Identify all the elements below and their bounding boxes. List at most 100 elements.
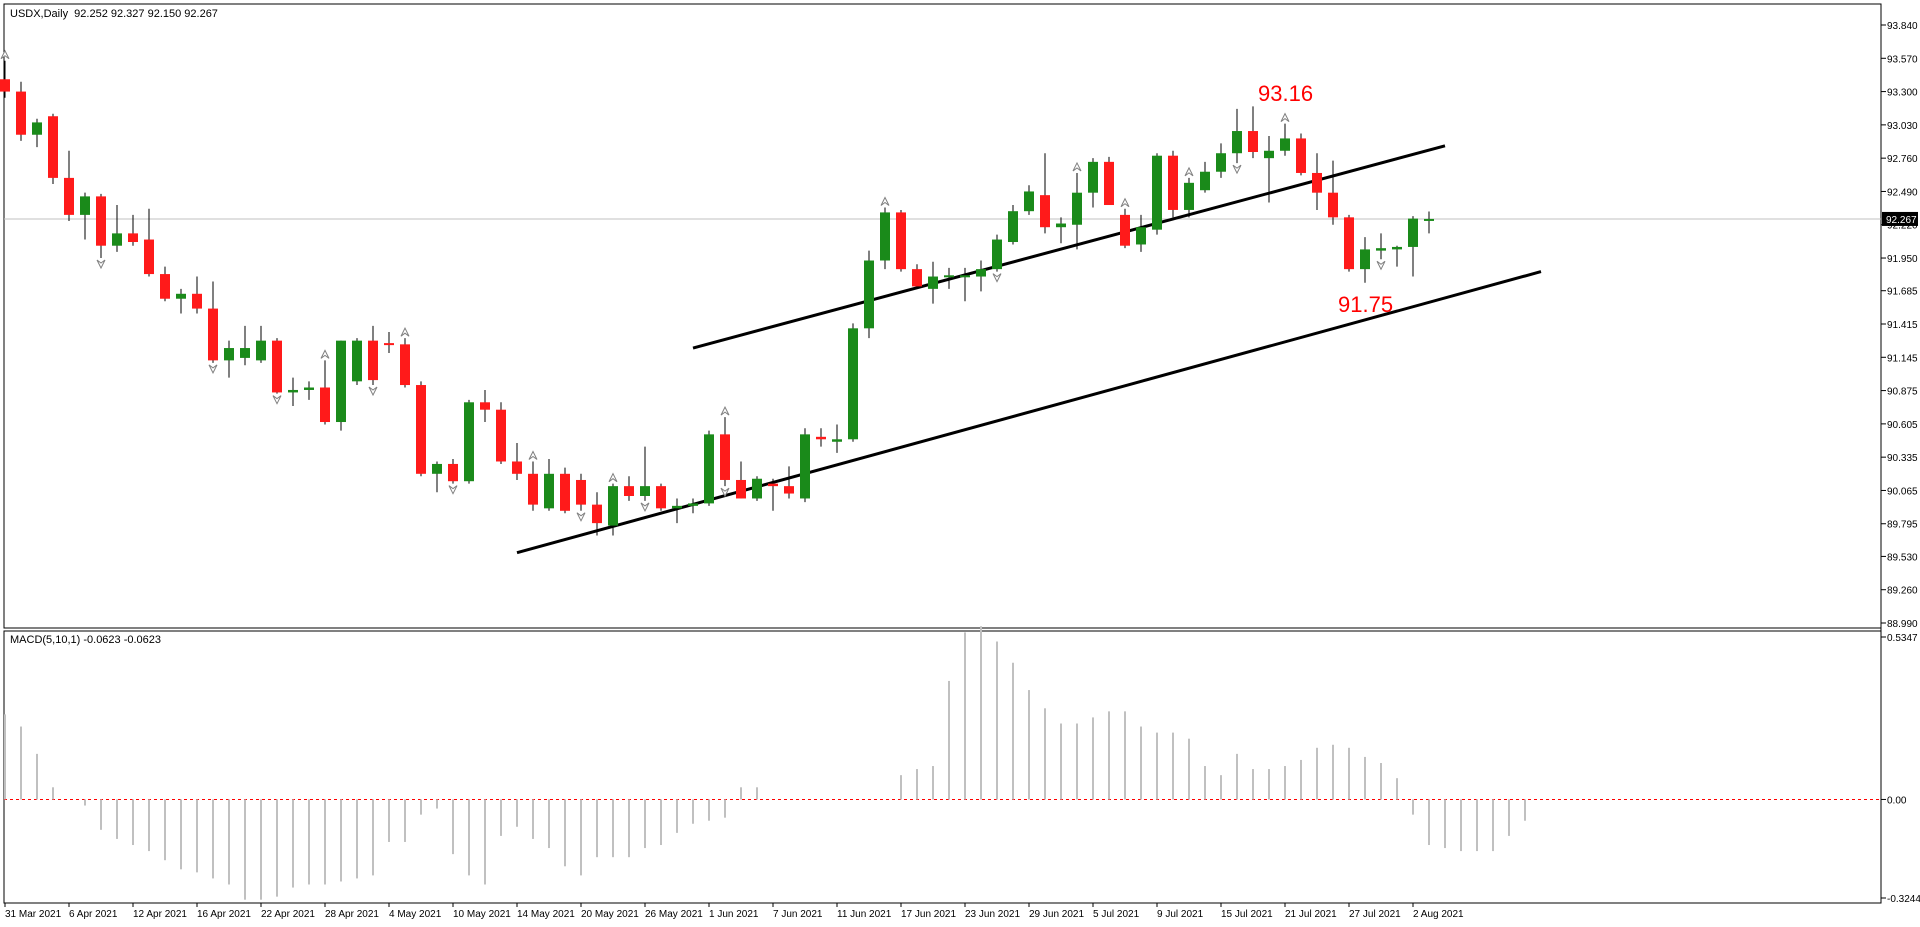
- bull-candle-body: [464, 402, 474, 482]
- macd-tick-label: 0.5347: [1887, 633, 1918, 644]
- bear-candle-body: [1168, 155, 1178, 210]
- bear-candle-body: [816, 436, 826, 440]
- candle: [0, 60, 10, 98]
- bear-candle-body: [144, 239, 154, 275]
- time-tick-label: 16 Apr 2021: [197, 909, 251, 920]
- price-tick-label: 93.300: [1887, 88, 1918, 99]
- bull-candle-body: [1360, 249, 1370, 270]
- candle: [816, 428, 826, 447]
- bear-candle-body: [128, 233, 138, 243]
- candle: [768, 478, 778, 511]
- candle: [1072, 172, 1082, 250]
- bull-candle-body: [1200, 171, 1210, 191]
- bear-candle-body: [528, 473, 538, 505]
- fractal-up-marker: [0, 49, 10, 60]
- bear-candle-body: [1296, 138, 1306, 173]
- candle: [368, 325, 378, 386]
- macd-axis: 0.5347 0.00 -0.3244: [1881, 633, 1920, 905]
- bull-candle-body: [944, 275, 954, 278]
- time-tick-label: 1 Jun 2021: [709, 909, 759, 920]
- fractals: [0, 49, 1386, 522]
- candle: [672, 498, 682, 524]
- main-panel-header: USDX,Daily 92.252 92.327 92.150 92.267: [10, 8, 218, 20]
- time-tick-label: 17 Jun 2021: [901, 909, 956, 920]
- price-tick-label: 92.490: [1887, 187, 1918, 198]
- candle: [1168, 150, 1178, 218]
- candle: [1136, 214, 1146, 252]
- bull-candle-body: [704, 434, 714, 504]
- candle: [1088, 158, 1098, 208]
- candle: [272, 338, 282, 394]
- time-tick-label: 23 Jun 2021: [965, 909, 1020, 920]
- price-tick-label: 92.220: [1887, 221, 1918, 232]
- candle: [96, 193, 106, 259]
- fractal-up-marker: [720, 405, 730, 416]
- price-tick-label: 91.145: [1887, 353, 1918, 364]
- price-tick-label: 90.335: [1887, 453, 1918, 464]
- macd-panel-header: MACD(5,10,1) -0.0623 -0.0623: [10, 634, 161, 646]
- bear-candle-body: [400, 344, 410, 386]
- price-tick-label: 90.875: [1887, 387, 1918, 398]
- price-tick-label: 91.950: [1887, 254, 1918, 265]
- bull-candle-body: [752, 478, 762, 499]
- bear-candle-body: [512, 461, 522, 474]
- candle: [544, 459, 554, 511]
- time-tick-label: 12 Apr 2021: [133, 909, 187, 920]
- time-tick-label: 21 Jul 2021: [1285, 909, 1337, 920]
- candle: [240, 325, 250, 366]
- candle: [304, 381, 314, 400]
- candle: [1008, 205, 1018, 245]
- bear-candle-body: [384, 343, 394, 346]
- bear-candle-body: [320, 387, 330, 423]
- candle: [1216, 143, 1226, 178]
- price-axis: 93.840 93.570 93.300 93.030 92.760 92.490 92.2…: [1881, 21, 1918, 630]
- time-tick-label: 31 Mar 2021: [5, 909, 62, 920]
- time-tick-label: 11 Jun 2021: [837, 909, 892, 920]
- candle: [1296, 133, 1306, 176]
- macd-tick-label: -0.3244: [1887, 894, 1920, 905]
- bull-candle-body: [1408, 218, 1418, 247]
- candle: [192, 276, 202, 314]
- price-tick-label: 90.065: [1887, 486, 1918, 497]
- time-tick-label: 28 Apr 2021: [325, 909, 379, 920]
- main-panel-frame: [3, 3, 1882, 629]
- bear-candle-body: [1120, 214, 1130, 246]
- fractal-up-marker: [1072, 161, 1082, 172]
- candle: [288, 377, 298, 406]
- high-annotation: 93.16: [1258, 81, 1313, 106]
- candle: [1376, 233, 1386, 260]
- time-tick-label: 2 Aug 2021: [1413, 909, 1464, 920]
- candle: [976, 260, 986, 292]
- candle: [576, 473, 586, 511]
- bull-candle-body: [304, 387, 314, 390]
- bear-candle-body: [480, 402, 490, 410]
- bull-candle-body: [1280, 138, 1290, 151]
- fractal-down-marker: [1376, 260, 1386, 271]
- bull-candle-body: [688, 503, 698, 506]
- bear-candle-body: [448, 463, 458, 482]
- price-tick-label: 89.795: [1887, 520, 1918, 531]
- time-tick-label: 6 Apr 2021: [69, 909, 118, 920]
- fractal-up-marker: [1120, 197, 1130, 208]
- candle: [928, 261, 938, 304]
- candle: [992, 234, 1002, 272]
- fractal-down-marker: [720, 487, 730, 498]
- bear-candle-body: [720, 434, 730, 480]
- bear-candle-body: [656, 486, 666, 509]
- candle: [800, 428, 810, 503]
- bull-candle-body: [928, 276, 938, 289]
- candle: [896, 209, 906, 272]
- candle: [1104, 156, 1114, 206]
- candle: [880, 207, 890, 270]
- candle: [752, 476, 762, 501]
- candle: [608, 483, 618, 536]
- candle: [64, 150, 74, 222]
- price-tick-label: 91.685: [1887, 287, 1918, 298]
- bear-candle-body: [48, 116, 58, 178]
- fractal-up-marker: [608, 472, 618, 483]
- bull-candle-body: [176, 293, 186, 299]
- candle: [1232, 108, 1242, 164]
- candle: [16, 81, 26, 141]
- candle: [1424, 211, 1434, 234]
- candle: [416, 381, 426, 477]
